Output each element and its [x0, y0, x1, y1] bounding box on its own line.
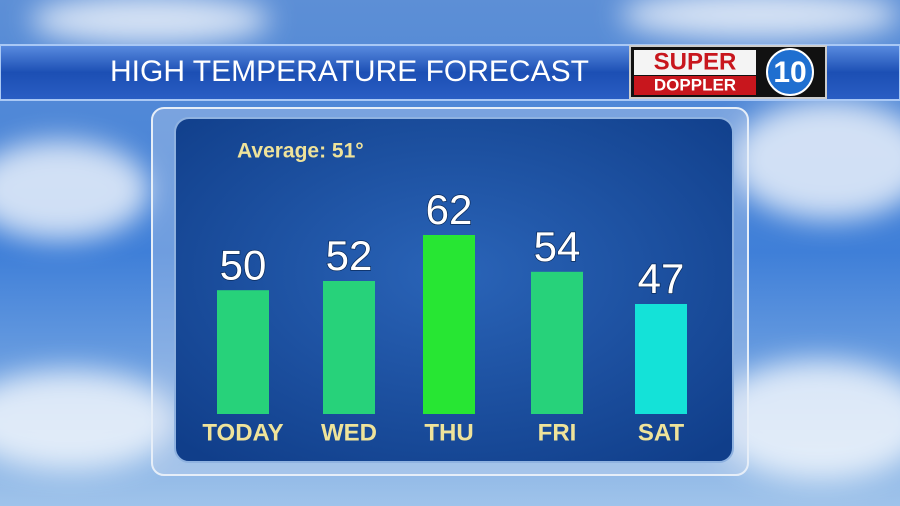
x-tick-label: FRI — [538, 419, 577, 446]
logo-top-box — [634, 50, 756, 75]
logo-top: SUPER — [654, 48, 737, 75]
annotation: Average: 51° — [237, 140, 364, 163]
logo-bottom-box — [634, 76, 756, 95]
logo: SUPER DOPPLER 10 — [629, 45, 827, 99]
x-tick-label: SAT — [638, 419, 685, 446]
value-label: 52 — [326, 232, 373, 279]
logo-number: 10 — [773, 56, 806, 89]
x-tick-label: WED — [321, 419, 377, 446]
x-tick-label: THU — [424, 419, 473, 446]
bar — [323, 281, 375, 414]
chart-title: HIGH TEMPERATURE FORECAST — [110, 55, 589, 88]
clouds — [0, 0, 900, 480]
bar — [635, 304, 687, 414]
bar — [217, 290, 269, 414]
value-label: 50 — [220, 241, 267, 288]
bar — [531, 271, 583, 414]
value-label: 47 — [638, 255, 685, 302]
logo-bottom: DOPPLER — [654, 75, 736, 94]
bar — [423, 235, 475, 414]
x-tick-label: TODAY — [202, 419, 283, 446]
value-label: 54 — [534, 223, 581, 270]
logo-circle — [766, 48, 814, 96]
value-label: 62 — [426, 186, 473, 233]
